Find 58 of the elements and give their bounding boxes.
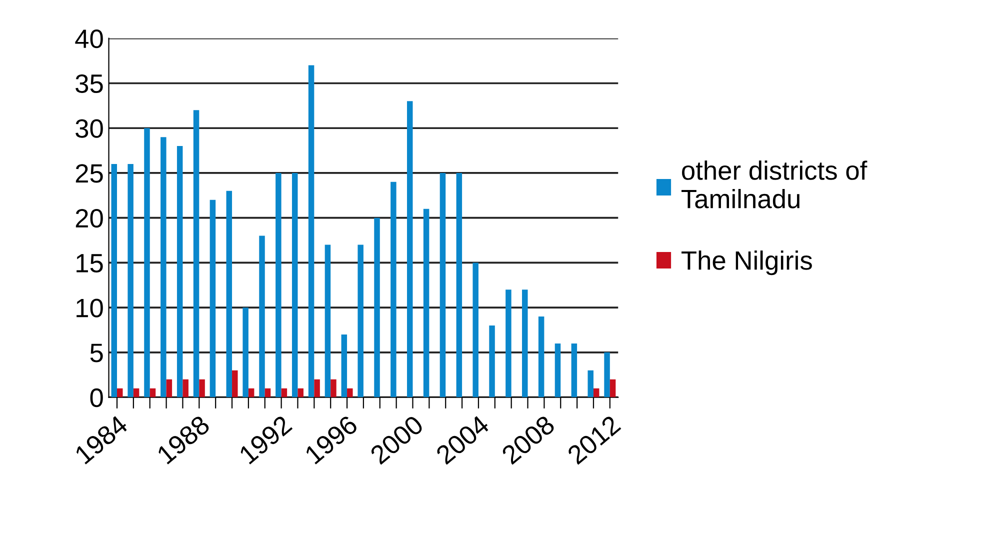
bar bbox=[276, 172, 282, 398]
bar bbox=[292, 172, 298, 398]
bar bbox=[538, 316, 544, 398]
bar bbox=[133, 388, 140, 398]
bar bbox=[264, 388, 271, 398]
bar bbox=[298, 388, 304, 398]
bar bbox=[390, 182, 396, 398]
bar bbox=[330, 379, 336, 398]
bar bbox=[182, 379, 188, 398]
y-tick-label: 35 bbox=[76, 74, 103, 94]
y-tick-label: 0 bbox=[90, 388, 103, 408]
bar bbox=[176, 146, 183, 398]
bar bbox=[347, 388, 353, 398]
bar bbox=[324, 244, 331, 398]
bar bbox=[406, 101, 413, 398]
bar bbox=[314, 379, 320, 398]
bar bbox=[522, 290, 528, 398]
bar bbox=[193, 110, 200, 398]
bar bbox=[150, 388, 156, 398]
bar bbox=[308, 65, 314, 398]
legend-label: The Nilgiris bbox=[682, 250, 812, 276]
bar bbox=[128, 164, 134, 398]
y-tick-label: 15 bbox=[76, 254, 103, 273]
bar bbox=[341, 334, 348, 398]
bar bbox=[259, 236, 265, 398]
bar bbox=[281, 388, 288, 398]
bar bbox=[604, 352, 610, 398]
bar bbox=[588, 370, 594, 398]
bar bbox=[423, 208, 430, 398]
y-tick-label: 25 bbox=[76, 164, 103, 183]
bar bbox=[242, 308, 248, 398]
bar bbox=[610, 379, 616, 398]
bar bbox=[199, 379, 205, 398]
bar bbox=[166, 379, 172, 398]
bar bbox=[117, 388, 123, 398]
bar bbox=[160, 137, 166, 398]
bar bbox=[472, 262, 478, 398]
legend-label: other districts of Tamilnadu bbox=[682, 160, 868, 208]
y-tick-label: 5 bbox=[90, 344, 103, 362]
bar bbox=[571, 343, 578, 398]
bar bbox=[226, 190, 232, 398]
bar bbox=[456, 172, 462, 398]
y-tick-label: 40 bbox=[75, 29, 103, 48]
bar bbox=[374, 218, 380, 398]
bar bbox=[111, 164, 118, 398]
bar bbox=[358, 244, 364, 398]
y-tick-label: 20 bbox=[76, 208, 103, 228]
bar bbox=[248, 388, 254, 398]
y-tick-label: 30 bbox=[76, 119, 103, 138]
bar bbox=[232, 370, 238, 398]
bar bbox=[210, 200, 216, 398]
bar bbox=[506, 290, 512, 398]
bar bbox=[593, 388, 600, 398]
bar bbox=[144, 128, 150, 398]
y-tick-label: 10 bbox=[76, 298, 103, 318]
bar bbox=[440, 172, 446, 398]
bar bbox=[489, 326, 495, 398]
bar bbox=[554, 343, 561, 398]
